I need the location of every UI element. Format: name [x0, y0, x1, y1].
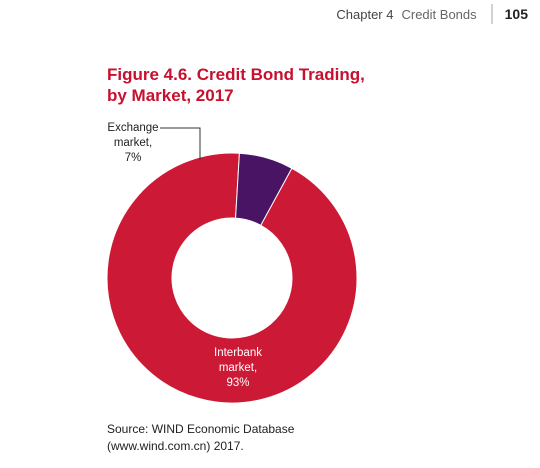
- donut-slices: [106, 152, 358, 404]
- slice-labels: Exchange market, 7% Interbank market, 93%: [107, 122, 262, 389]
- section-label: Credit Bonds: [401, 6, 477, 22]
- exchange-label: Exchange market, 7%: [107, 122, 158, 164]
- interbank-label-line-2: market,: [219, 362, 257, 374]
- exchange-leader-line: [160, 127, 201, 160]
- chapter-label: Chapter 4: [336, 6, 394, 22]
- header-divider: [490, 4, 493, 24]
- page-number: 105: [504, 6, 528, 22]
- source-line-2: (www.wind.com.cn) 2017.: [107, 439, 244, 453]
- source-note: Source: WIND Economic Database (www.wind…: [107, 421, 367, 455]
- slice-exchange: [235, 152, 293, 226]
- exchange-label-line-1: Exchange: [107, 122, 158, 134]
- figure-title: Figure 4.6. Credit Bond Trading, by Mark…: [107, 65, 365, 105]
- interbank-label: Interbank market, 93%: [214, 347, 262, 389]
- exchange-label-line-2: market,: [114, 137, 152, 149]
- running-header: Chapter 4 Credit Bonds 105: [336, 4, 528, 24]
- interbank-label-line-1: Interbank: [214, 347, 262, 359]
- slice-interbank: [106, 152, 358, 404]
- source-line-1: Source: WIND Economic Database: [107, 422, 295, 436]
- interbank-label-line-3: 93%: [226, 377, 249, 389]
- exchange-label-line-3: 7%: [125, 152, 142, 164]
